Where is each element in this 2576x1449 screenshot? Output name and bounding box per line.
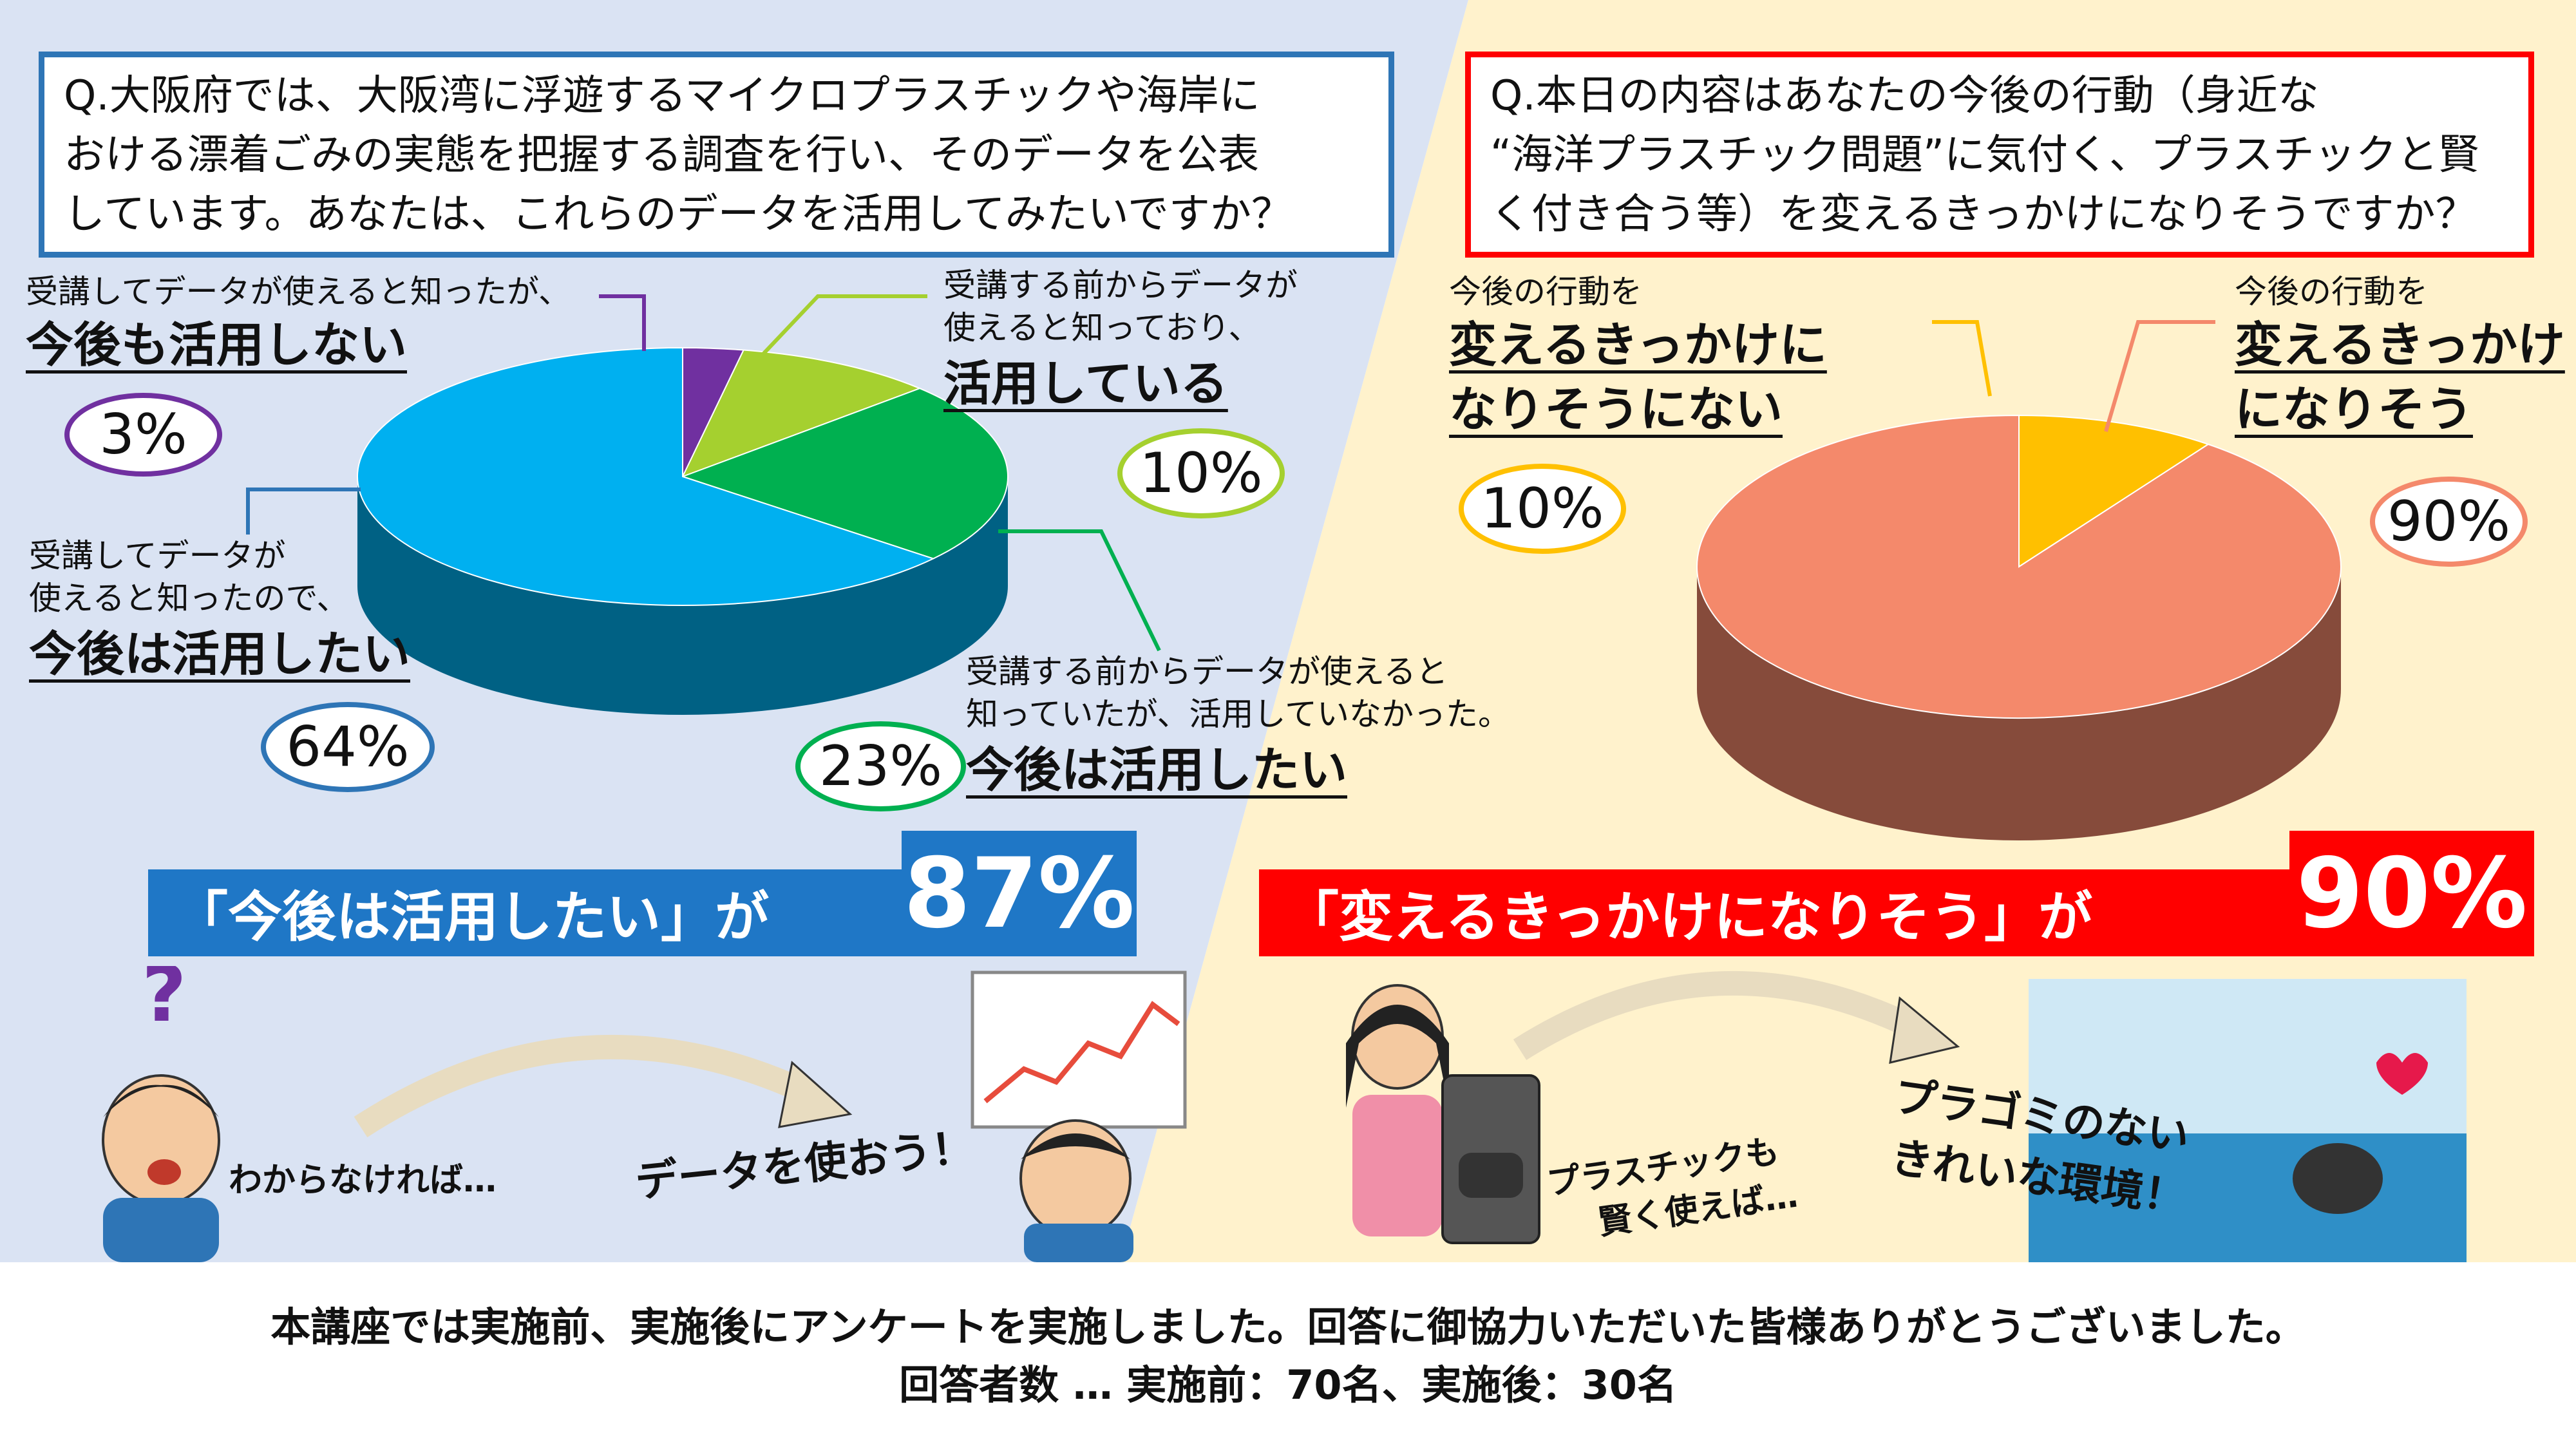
label-green-pct: 23% [795, 721, 966, 811]
label-purple-pct: 3% [64, 393, 222, 477]
pie2-slice-0 [2018, 414, 2210, 568]
left-question-line-3: しています。あなたは、これらのデータを活用してみたいですか？ [64, 191, 1293, 238]
arrow-head-right-icon [1889, 996, 1960, 1064]
label-purple-small: 受講してデータが使えると知ったが、 [26, 273, 571, 310]
right-banner-text: 「変えるきっかけになりそう」が [1285, 886, 2093, 949]
pie2-side [1697, 567, 2341, 840]
leader-line-salmon [2104, 320, 2215, 432]
footer-line-2: 回答者数 … 実施前：70名、実施後：30名 [899, 1361, 1677, 1408]
label-green-big: 今後は活用したい [966, 743, 1347, 798]
leader-line-blue [246, 488, 361, 535]
pie-charts [246, 294, 2342, 840]
leader-line-yellow [1932, 320, 1992, 397]
label-blue-small-1: 受講してデータが [29, 537, 286, 574]
caption-confused: わからなければ… [229, 1161, 497, 1200]
footer-line-1: 本講座では実施前、実施後にアンケートを実施しました。回答に御協力いただいた皆様あ… [270, 1303, 2306, 1350]
label-yes-pct: 90% [2370, 477, 2528, 567]
left-question-line-1: Q.大阪府では、大阪湾に浮遊するマイクロプラスチックや海岸に [64, 72, 1260, 120]
right-pie-chart [1696, 414, 2342, 840]
label-green-small-1: 受講する前からデータが使えると [966, 653, 1448, 690]
label-purple-big: 今後も活用しない [26, 317, 407, 373]
left-banner-value: 87% [903, 837, 1135, 950]
leader-line-lime [758, 294, 927, 359]
label-no-big-2: なりそうにない [1449, 382, 1783, 437]
left-question-line-2: おける漂着ごみの実態を把握する調査を行い、そのデータを公表 [64, 131, 1259, 179]
label-no-pct: 10% [1459, 464, 1626, 554]
pie1-slice-1 [681, 349, 922, 478]
label-yes-big-2: になりそう [2235, 382, 2473, 437]
pie1-slice-3 [357, 346, 935, 606]
heart-icon [2376, 1053, 2428, 1095]
right-question-box: Q.本日の内容はあなたの今後の行動（身近な “海洋プラスチック問題”に気付く、プ… [1465, 52, 2534, 258]
left-banner-text: 「今後は活用したい」が [174, 886, 770, 949]
label-blue-big: 今後は活用したい [29, 627, 410, 682]
left-pie-chart [357, 346, 1009, 715]
label-green-small-2: 知っていたが、活用していなかった。 [966, 696, 1510, 733]
right-banner-value-box: 90% [2289, 831, 2534, 956]
right-question-line-3: く付き合う等）を変えるきっかけになりそうですか？ [1490, 191, 2477, 238]
label-yes-big-1: 変えるきっかけ [2235, 317, 2565, 373]
label-lime-big: 活用している [943, 356, 1228, 412]
label-blue-small-2: 使えると知ったので、 [29, 580, 349, 617]
curved-arrow-left-icon [354, 1034, 817, 1137]
label-no-small: 今後の行動を [1449, 273, 1642, 310]
pie1-slice-2 [680, 388, 1009, 560]
right-question-line-2: “海洋プラスチック問題”に気付く、プラスチックと賢 [1490, 131, 2479, 179]
label-lime-small-1: 受講する前からデータが [943, 267, 1298, 304]
right-banner: 「変えるきっかけになりそう」が [1259, 869, 2354, 956]
label-no-big-1: 変えるきっかけに [1449, 317, 1827, 373]
label-lime-pct: 10% [1117, 428, 1285, 518]
curved-arrow-right-icon [1513, 971, 1925, 1061]
pie1-side [357, 477, 1008, 715]
label-lime-small-2: 使えると知っており、 [943, 309, 1261, 346]
label-yes-small: 今後の行動を [2235, 273, 2428, 310]
label-blue-pct: 64% [261, 702, 435, 792]
illustrations: ? [102, 966, 2467, 1262]
right-question-line-1: Q.本日の内容はあなたの今後の行動（身近な [1490, 72, 2319, 120]
leader-line-purple [599, 294, 646, 351]
pie2-slice-1 [1696, 414, 2342, 719]
arrow-head-left-icon [778, 1061, 853, 1128]
left-question-box: Q.大阪府では、大阪湾に浮遊するマイクロプラスチックや海岸に おける漂着ごみの実… [39, 52, 1394, 258]
confused-person-icon: ? [102, 966, 220, 1262]
woman-recycling-icon [1346, 984, 1540, 1244]
chart-board-icon [971, 971, 1187, 1262]
svg-text:?: ? [142, 966, 187, 1039]
left-banner-value-box: 87% [902, 831, 1137, 956]
right-banner-value: 90% [2296, 837, 2528, 950]
left-banner: 「今後は活用したい」が [148, 869, 998, 956]
leader-line-green [998, 529, 1161, 652]
ocean-scene-icon [2029, 979, 2467, 1262]
